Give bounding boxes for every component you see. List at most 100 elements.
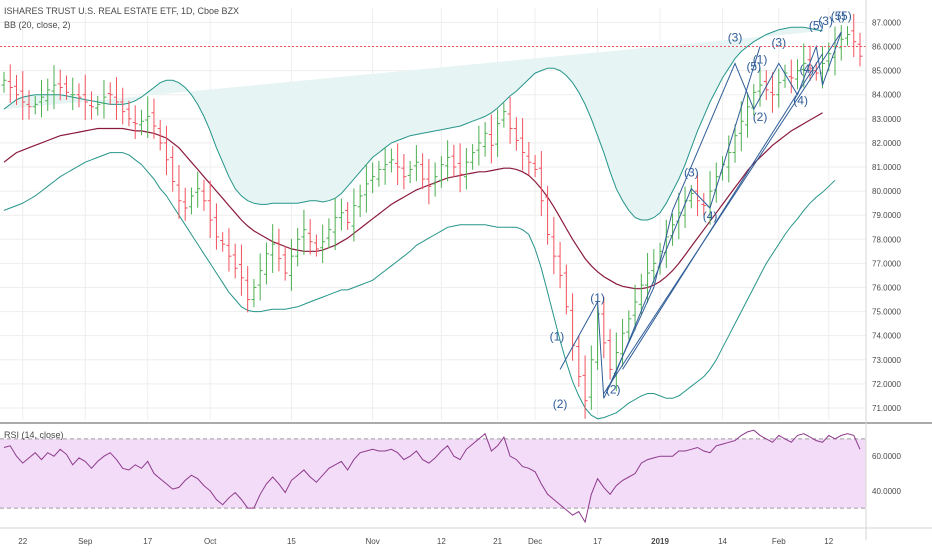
wave-label: (2) (753, 110, 768, 124)
price-bar (457, 143, 463, 193)
price-bar (207, 180, 213, 239)
wave-label: (3) (818, 14, 833, 28)
price-tick-label: 79.0000 (872, 211, 901, 220)
price-bar (295, 227, 301, 267)
price-bar (801, 43, 807, 88)
time-tick-label: Dec (528, 537, 542, 546)
price-bar (232, 243, 238, 279)
price-bar (332, 197, 338, 251)
rsi-tick-label: 40.0000 (872, 487, 901, 496)
price-bar (307, 219, 313, 255)
price-bar (82, 74, 88, 120)
price-bar (576, 335, 582, 387)
price-bar (145, 96, 151, 139)
price-bar (838, 25, 844, 61)
price-bar (32, 95, 38, 115)
price-bar (651, 249, 657, 284)
wave-channel-lower (622, 53, 823, 370)
wave-label: (5) (746, 60, 761, 74)
time-tick-label: 14 (718, 537, 727, 546)
price-bar (45, 78, 51, 111)
time-tick-label: 17 (593, 537, 602, 546)
price-tick-label: 83.0000 (872, 115, 901, 124)
price-bar (432, 162, 438, 197)
price-bar (70, 77, 76, 111)
price-bar (1, 71, 7, 93)
price-bar (13, 74, 19, 105)
bb-upper-line (3, 26, 823, 221)
wave-label: (3) (684, 166, 699, 180)
price-bar (501, 103, 507, 128)
price-bar (195, 171, 201, 208)
rsi-tick-label: 60.0000 (872, 452, 901, 461)
price-tick-label: 85.0000 (872, 67, 901, 76)
price-bar (238, 244, 244, 296)
price-bar (482, 121, 488, 157)
price-bar (776, 68, 782, 108)
price-bar (463, 147, 469, 190)
price-bar (632, 284, 638, 331)
time-tick-label: 12 (824, 537, 833, 546)
price-bar (788, 59, 794, 94)
price-bar (745, 92, 751, 138)
price-bar (201, 179, 207, 211)
price-bar (620, 319, 626, 367)
time-tick-label: Sep (78, 537, 93, 546)
price-tick-label: 82.0000 (872, 139, 901, 148)
price-bar (51, 65, 57, 110)
price-bar (407, 160, 413, 184)
price-bars (1, 13, 863, 419)
price-tick-label: 84.0000 (872, 91, 901, 100)
price-bar (182, 187, 188, 221)
price-tick-label: 87.0000 (872, 18, 901, 27)
price-bar (138, 109, 144, 136)
price-bar (413, 145, 419, 182)
price-bar (188, 187, 194, 215)
price-bar (107, 82, 113, 105)
wave-label: (4) (800, 62, 815, 76)
price-bar (270, 224, 276, 273)
price-bar (551, 216, 557, 275)
price-bar (338, 198, 344, 231)
price-bar (763, 70, 769, 101)
price-tick-label: 74.0000 (872, 332, 901, 341)
price-bar (507, 96, 513, 144)
price-bar (538, 151, 544, 217)
price-tick-label: 71.0000 (872, 404, 901, 413)
price-bar (132, 105, 138, 140)
price-bar (101, 80, 107, 119)
price-tick-label: 75.0000 (872, 308, 901, 317)
price-tick-label: 78.0000 (872, 235, 901, 244)
wave-label: (5) (837, 9, 852, 23)
price-bar (601, 296, 607, 359)
price-bar (163, 125, 169, 176)
bb-basis-line (3, 112, 823, 290)
time-tick-label: 17 (143, 537, 152, 546)
price-bar (738, 101, 744, 152)
wave-label: (4) (703, 209, 718, 223)
price-bar (520, 118, 526, 171)
price-bar (320, 224, 326, 264)
wave-label: (4) (793, 93, 808, 107)
price-tick-label: 81.0000 (872, 163, 901, 172)
price-bar (251, 279, 257, 308)
wave-label: (2) (553, 397, 568, 411)
price-tick-label: 72.0000 (872, 380, 901, 389)
price-bar (445, 140, 451, 182)
price-bar (582, 355, 588, 419)
price-bar (245, 266, 251, 313)
price-bar (420, 153, 426, 190)
price-bar (757, 67, 763, 107)
price-tick-label: 77.0000 (872, 259, 901, 268)
time-tick-label: 15 (287, 537, 296, 546)
price-bar (282, 246, 288, 281)
time-tick-label: 21 (493, 537, 502, 546)
price-bar (20, 71, 26, 120)
price-bar (257, 253, 263, 301)
price-bar (701, 193, 707, 216)
price-bar (388, 148, 394, 173)
price-bar (638, 273, 644, 315)
price-bar (7, 64, 13, 103)
